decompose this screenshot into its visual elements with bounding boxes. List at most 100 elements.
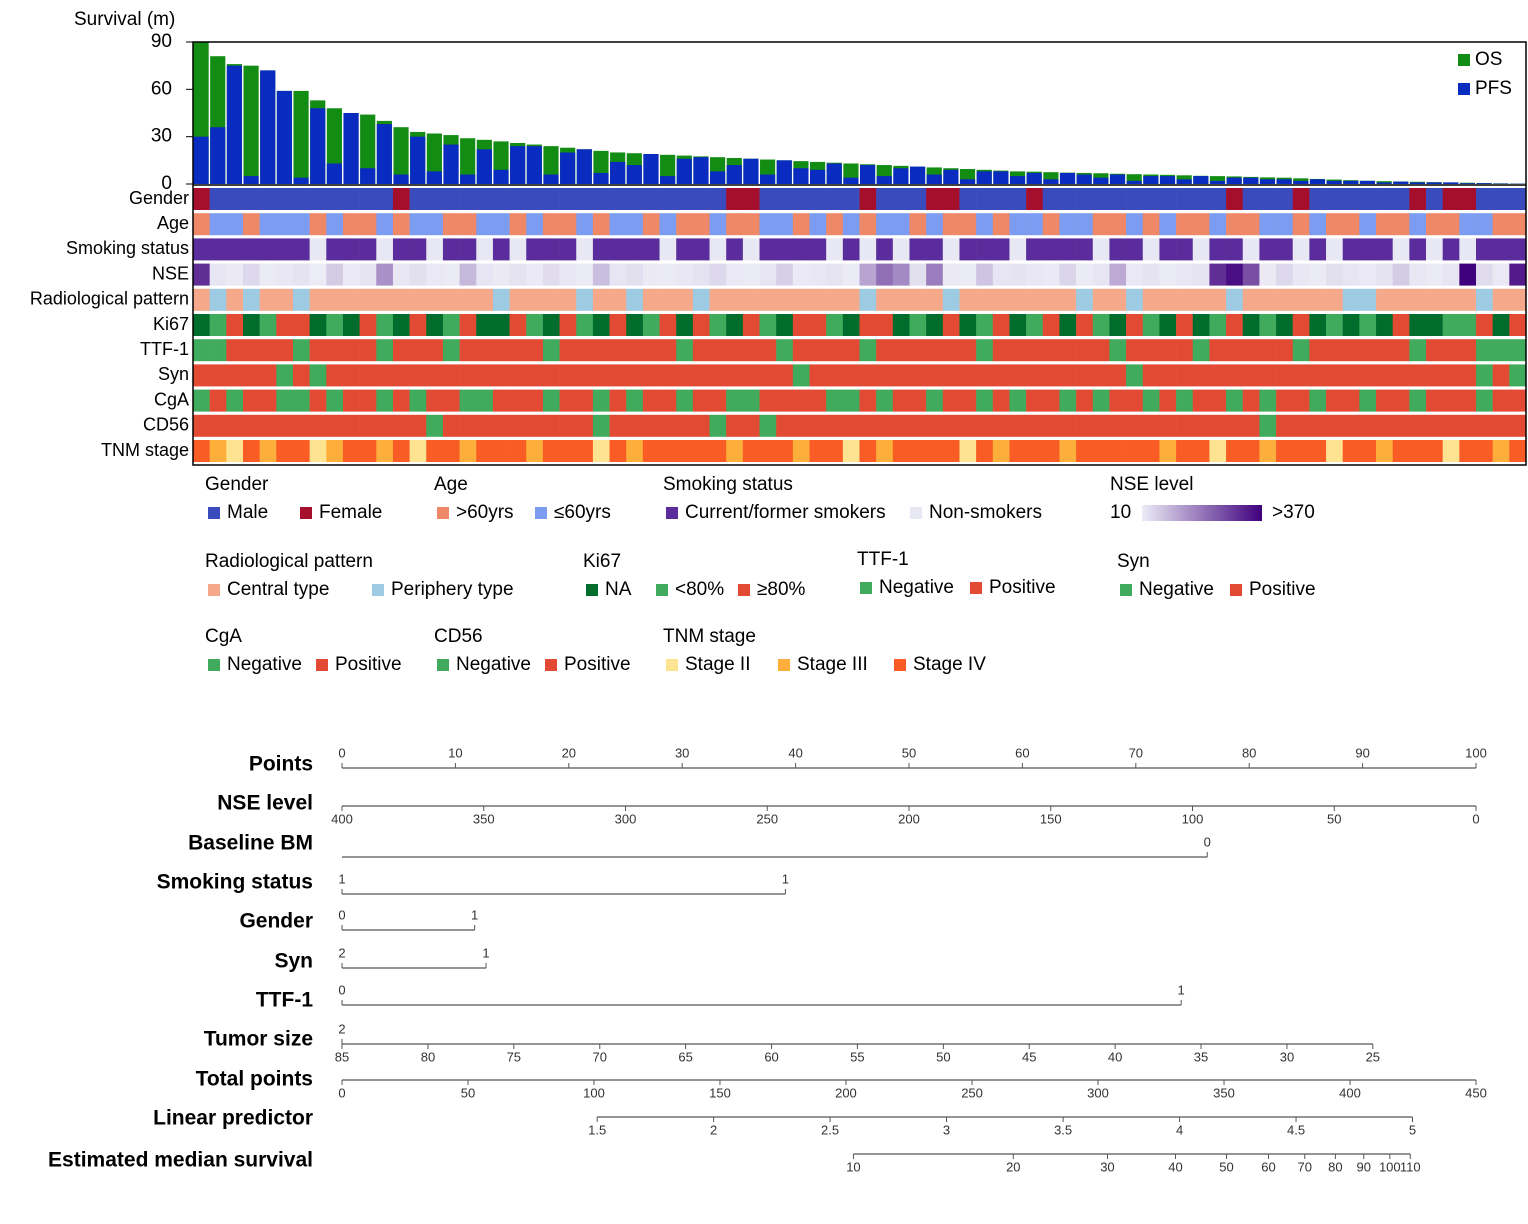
track-cell xyxy=(1092,389,1110,412)
track-cell xyxy=(342,213,360,236)
track-cell xyxy=(342,263,360,286)
track-cell xyxy=(609,188,627,210)
track-cell xyxy=(709,414,727,437)
track-cell xyxy=(676,389,694,412)
track-cell xyxy=(409,288,427,311)
track-cell xyxy=(842,364,860,387)
track-cell xyxy=(359,263,377,286)
track-cell xyxy=(876,314,894,336)
track-cell xyxy=(476,188,494,210)
track-cell xyxy=(626,288,644,311)
track-cell xyxy=(442,263,460,286)
track-cell xyxy=(776,188,794,210)
track-cell xyxy=(1009,213,1027,236)
legend-swatch xyxy=(300,507,312,519)
track-cell xyxy=(642,339,660,362)
track-cell xyxy=(759,440,777,462)
legend-label: Positive xyxy=(1249,579,1316,600)
track-cell xyxy=(892,364,910,387)
track-cell xyxy=(1459,364,1477,387)
track-cell xyxy=(392,339,410,362)
nomogram-tick-label: 45 xyxy=(1022,1049,1036,1064)
survival-bar xyxy=(543,174,559,184)
track-cell xyxy=(992,339,1010,362)
track-cell xyxy=(476,414,494,437)
track-cell xyxy=(342,339,360,362)
track-cell xyxy=(659,213,677,236)
legend-label: ≤60yrs xyxy=(554,502,611,523)
track-cell xyxy=(726,238,744,261)
track-cell xyxy=(1259,364,1277,387)
track-cell xyxy=(1342,213,1360,236)
track-cell xyxy=(676,414,694,437)
track-cell xyxy=(359,314,377,336)
track-cell xyxy=(942,213,960,236)
track-cell xyxy=(959,364,977,387)
track-cell xyxy=(726,414,744,437)
nomogram-label: Smoking status xyxy=(157,871,313,894)
track-cell xyxy=(459,339,477,362)
track-cell xyxy=(1159,263,1177,286)
track-cell xyxy=(1159,238,1177,261)
track-cell xyxy=(509,414,527,437)
track-cell xyxy=(692,213,710,236)
track-cell xyxy=(1376,288,1393,311)
track-cell xyxy=(1109,389,1127,412)
survival-bar xyxy=(1376,182,1392,184)
track-cell xyxy=(1409,339,1427,362)
survival-bar xyxy=(1476,183,1492,184)
track-cell xyxy=(942,414,960,437)
nomogram-tick-label: 300 xyxy=(1087,1085,1109,1100)
track-cell xyxy=(826,339,844,362)
track-cell xyxy=(1409,314,1427,336)
track-cell xyxy=(992,188,1010,210)
survival-bar xyxy=(426,171,442,184)
track-cell xyxy=(726,263,744,286)
track-cell xyxy=(792,389,810,412)
track-cell xyxy=(542,414,560,437)
track-cell xyxy=(992,288,1010,311)
track-cell xyxy=(1042,263,1060,286)
track-cell xyxy=(1459,263,1477,286)
track-cell xyxy=(1342,364,1360,387)
track-cell xyxy=(1092,288,1110,311)
track-cell xyxy=(1192,213,1210,236)
legend-title: TTF-1 xyxy=(857,549,909,570)
track-cell xyxy=(926,314,944,336)
track-cell xyxy=(1092,263,1110,286)
survival-bar xyxy=(343,113,359,184)
track-cell xyxy=(509,238,527,261)
track-cell xyxy=(326,288,344,311)
track-cell xyxy=(1159,414,1177,437)
track-cell xyxy=(492,414,510,437)
track-cell xyxy=(776,440,794,462)
track-cell xyxy=(459,213,477,236)
track-cell xyxy=(1326,364,1344,387)
track-cell xyxy=(809,288,827,311)
track-cell xyxy=(542,339,560,362)
track-cell xyxy=(926,188,944,210)
track-cell xyxy=(876,389,894,412)
track-cell xyxy=(809,213,827,236)
track-cell xyxy=(742,263,760,286)
track-cell xyxy=(1426,263,1443,286)
track-cell xyxy=(292,364,310,387)
track-cell xyxy=(1209,238,1227,261)
track-cell xyxy=(1309,314,1327,336)
track-cell xyxy=(526,288,544,311)
nomogram-tick-label: 350 xyxy=(473,811,495,826)
track-cell xyxy=(276,414,294,437)
track-cell xyxy=(909,364,927,387)
track-cell xyxy=(193,339,210,362)
track-cell xyxy=(1242,414,1260,437)
track-cell xyxy=(1359,238,1377,261)
track-cell xyxy=(842,288,860,311)
survival-bar xyxy=(1126,180,1142,184)
survival-bar xyxy=(393,174,409,184)
track-cell xyxy=(1276,414,1294,437)
survival-bar xyxy=(693,157,709,184)
track-cell xyxy=(1276,314,1294,336)
track-cell xyxy=(526,339,544,362)
track-cell xyxy=(609,339,627,362)
track-cell xyxy=(242,389,260,412)
